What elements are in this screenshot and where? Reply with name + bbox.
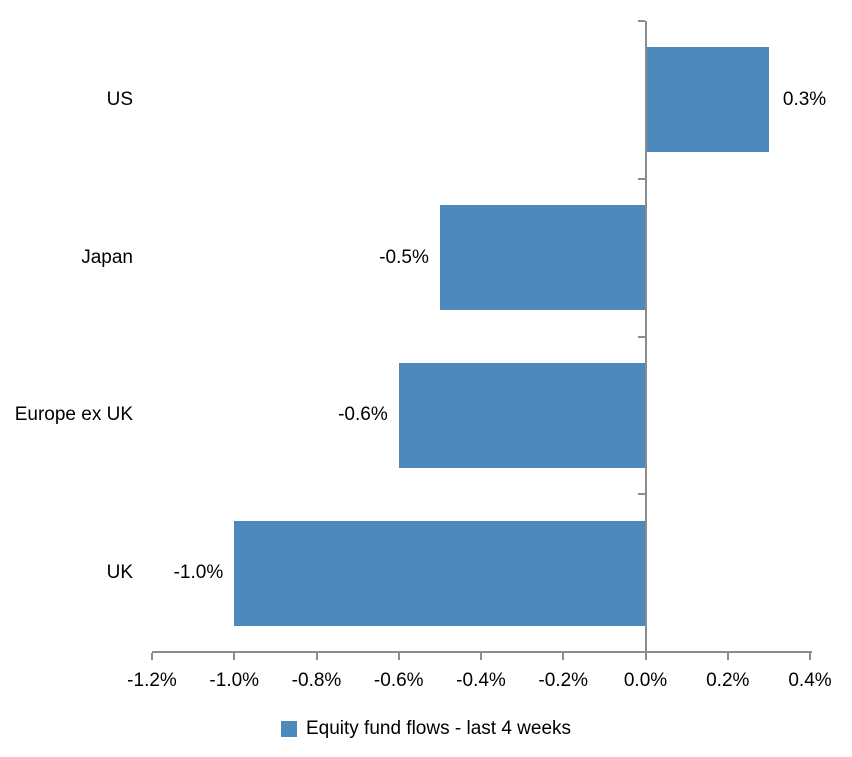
bar-uk: [234, 520, 646, 626]
x-tick-label: -0.2%: [538, 670, 589, 691]
category-label-us: US: [106, 88, 133, 110]
data-label-uk: -1.0%: [173, 562, 224, 584]
category-boundary-tick: [637, 493, 645, 496]
legend-swatch-icon: [280, 721, 297, 737]
x-tick: [809, 653, 811, 660]
x-axis-line: [152, 651, 812, 653]
x-tick-label: -0.4%: [456, 670, 506, 691]
x-tick-label: 0.2%: [706, 670, 750, 691]
category-label-japan: Japan: [81, 246, 133, 268]
x-tick: [151, 653, 153, 660]
x-tick: [480, 653, 482, 660]
category-label-europe-ex-uk: Europe ex UK: [14, 404, 133, 426]
x-tick-label: -0.8%: [291, 670, 342, 691]
data-label-us: 0.3%: [782, 88, 827, 110]
x-tick-label: 0.4%: [788, 670, 832, 691]
bar-europe-ex-uk: [398, 362, 646, 468]
x-tick: [315, 653, 318, 660]
data-label-japan: -0.5%: [379, 246, 429, 268]
x-tick: [562, 653, 565, 660]
zero-baseline-axis: [644, 21, 647, 659]
bar-us: [645, 47, 769, 153]
category-boundary-tick: [637, 177, 645, 180]
legend: Equity fund flows - last 4 weeks: [0, 717, 852, 741]
x-tick-label: -1.2%: [127, 670, 177, 691]
x-tick-label: -0.6%: [373, 670, 424, 691]
legend-label: Equity fund flows - last 4 weeks: [305, 718, 572, 739]
category-label-uk: UK: [106, 562, 133, 584]
x-tick: [233, 653, 236, 660]
x-tick-label: -1.0%: [209, 670, 260, 691]
x-tick: [726, 653, 729, 660]
category-boundary-tick: [637, 335, 645, 338]
x-tick: [397, 653, 400, 660]
data-label-europe-ex-uk: -0.6%: [338, 404, 388, 426]
bar-japan: [439, 205, 646, 311]
category-boundary-tick: [637, 20, 645, 22]
x-tick-label: 0.0%: [623, 670, 668, 691]
